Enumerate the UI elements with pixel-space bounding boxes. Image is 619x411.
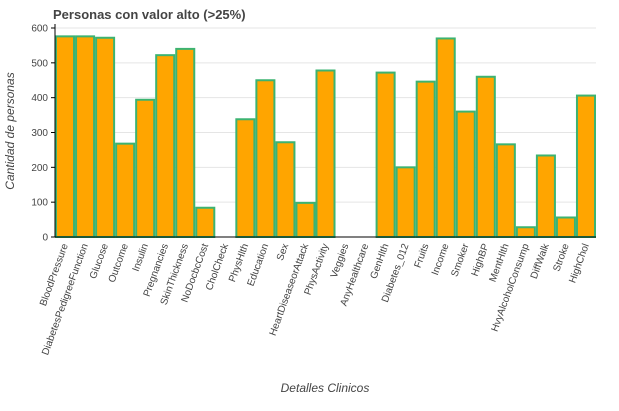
x-tick-label: Insulin (131, 242, 151, 273)
bar-HighBP (475, 75, 496, 239)
bar-Insulin (135, 98, 156, 238)
bar-DiffWalk (535, 154, 556, 239)
y-tick-label: 600 (31, 24, 48, 35)
y-tick-label: 200 (31, 163, 48, 174)
x-tick-labels: BloodPressureDiabetesPedigreeFunctionGlu… (38, 241, 592, 356)
x-tick-label: HighBP (470, 242, 492, 278)
bar-HvyAlcoholConsump (515, 226, 536, 239)
axes (51, 24, 596, 238)
bar-HeartDiseaseorAttack (295, 201, 316, 238)
x-tick-label: Fruits (413, 242, 432, 269)
bar-SkinThickness (175, 47, 196, 239)
x-tick-label: Sex (275, 242, 291, 262)
bar-DiabetesPedigreeFunction (75, 35, 96, 238)
bar-Outcome (115, 142, 136, 238)
x-tick-label: GenHlth (369, 242, 392, 280)
y-tick-label: 0 (42, 233, 48, 244)
chart-title: Personas con valor alto (>25%) (53, 7, 246, 22)
bar-Smoker (455, 110, 476, 238)
x-tick-label: Stroke (552, 242, 572, 273)
bar-HighChol (575, 94, 596, 239)
y-tick-label: 500 (31, 58, 48, 69)
bar-BloodPressure (55, 35, 76, 238)
y-tick-label: 100 (31, 198, 48, 209)
y-tick-label: 300 (31, 128, 48, 139)
bar-Fruits (415, 80, 436, 239)
bar-Sex (275, 141, 296, 238)
bar-GenHlth (375, 71, 396, 238)
y-tick-label: 400 (31, 93, 48, 104)
bar-PhysHlth (235, 118, 256, 238)
x-tick-label: Veggies (329, 242, 352, 279)
x-tick-label: Outcome (107, 242, 131, 284)
y-axis-label: Cantidad de personas (3, 72, 17, 189)
bar-Stroke (555, 216, 576, 238)
bar-Diabetes_012 (395, 166, 416, 238)
x-axis-label: Detalles Clinicos (281, 381, 370, 395)
bar-NoDocbcCost (195, 206, 216, 239)
x-tick-label: Smoker (449, 242, 471, 279)
bar-Income (435, 37, 456, 239)
y-tick-labels: 0 100 200 300 400 500 600 (31, 24, 48, 244)
bar-Pregnancies (155, 54, 176, 238)
x-tick-label: HighChol (567, 242, 591, 284)
bar-Education (255, 79, 276, 238)
bar-PhysActivity (315, 69, 336, 238)
x-tick-label: DiffWalk (529, 241, 552, 280)
x-tick-label: Glucose (88, 242, 111, 281)
bars (55, 35, 596, 239)
bar-MentHlth (495, 143, 516, 239)
bar-Glucose (95, 36, 116, 239)
x-tick-label: Income (430, 242, 452, 277)
